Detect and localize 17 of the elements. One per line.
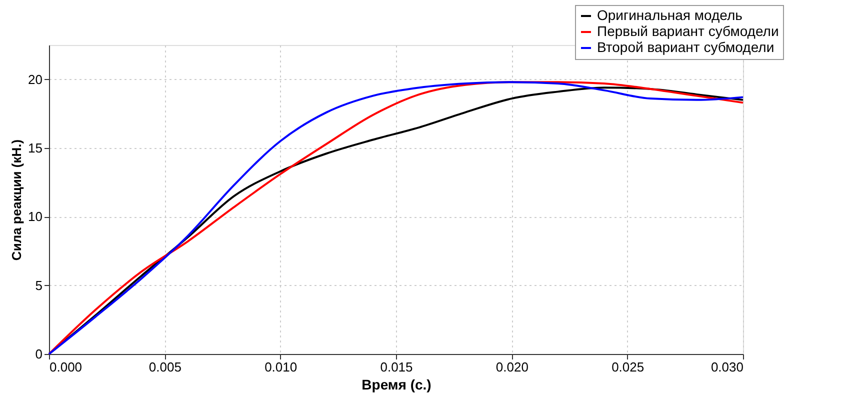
x-tick-label: 0.020 (496, 360, 528, 374)
legend-label: Первый вариант субмодели (597, 23, 779, 39)
x-tick-label: 0.005 (148, 360, 182, 374)
x-tick-label: 0.030 (710, 360, 744, 374)
y-tick-label: 10 (28, 209, 42, 224)
y-tick-label: 20 (28, 72, 42, 87)
x-tick-label: 0.025 (612, 360, 644, 374)
x-tick-label: 0.010 (264, 360, 298, 374)
x-axis-title: Время (с.) (362, 376, 432, 392)
y-axis-title: Сила реакции (кН.) (9, 139, 24, 261)
y-tick-label: 5 (35, 278, 42, 293)
x-tick-label: 0.015 (380, 360, 413, 374)
legend-label: Оригинальная модель (597, 7, 742, 23)
y-tick-label: 0 (35, 346, 42, 362)
legend-label: Второй вариант субмодели (597, 39, 774, 55)
x-tick-label: 0.000 (50, 360, 82, 374)
y-tick-label: 15 (28, 140, 42, 156)
